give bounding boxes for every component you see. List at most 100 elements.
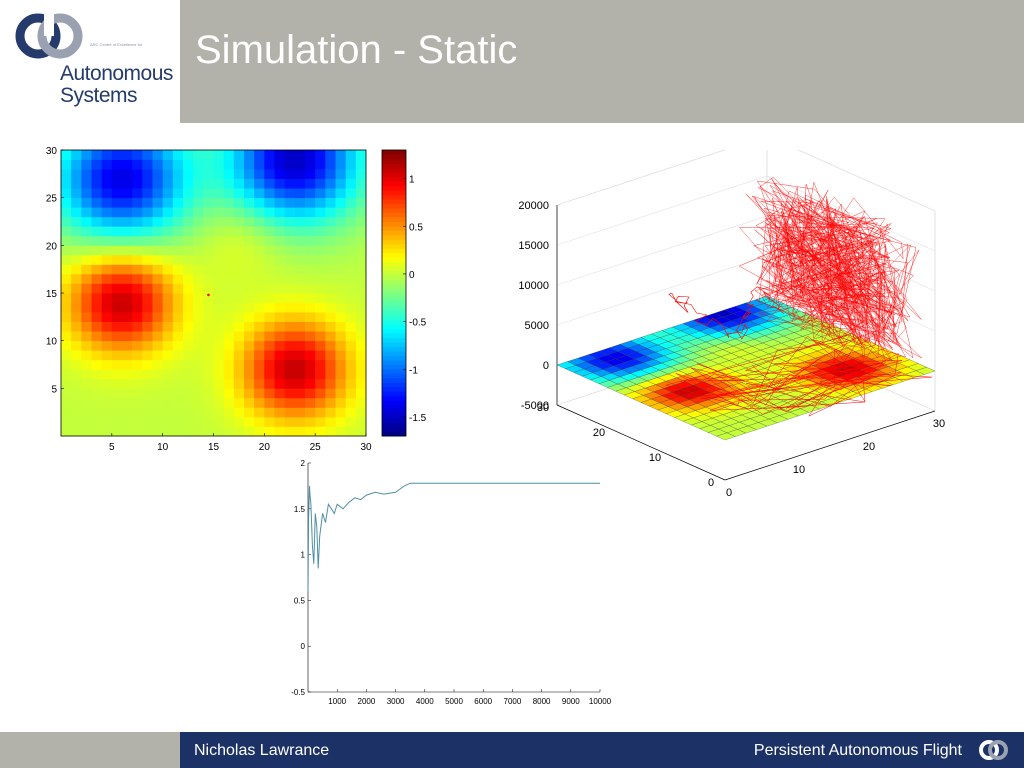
heatmap-cell (233, 150, 245, 160)
heatmap-cell (81, 178, 92, 189)
heatmap-cell (305, 416, 316, 427)
heatmap-cell (81, 369, 92, 380)
heatmap-cell (305, 216, 316, 227)
heatmap-cell (162, 169, 174, 179)
heatmap-cell (213, 388, 225, 399)
heatmap-cell (142, 321, 153, 332)
heatmap-cell (325, 293, 336, 303)
heatmap-cell (193, 188, 204, 199)
heatmap-cell (315, 369, 326, 380)
heatmap-cell (142, 331, 153, 342)
heatmap-cell (274, 293, 286, 303)
colorbar-band (382, 400, 406, 406)
heatmap-cell (213, 216, 225, 227)
heatmap-cell (172, 293, 184, 303)
colorbar-band (382, 368, 406, 374)
heatmap-cell (325, 340, 336, 351)
heatmap-cell (213, 397, 225, 408)
heatmap-cell (183, 369, 194, 380)
colorbar-band (382, 364, 406, 370)
heatmap-cell (325, 216, 336, 227)
heatmap-cell (233, 235, 245, 246)
heatmap-cell (233, 216, 245, 227)
line-xtick-label: 6000 (474, 697, 492, 706)
colorbar-band (382, 199, 406, 205)
heatmap-cell (91, 388, 103, 399)
heatmap-cell (61, 235, 72, 246)
heatmap-cell (213, 302, 225, 313)
heatmap-xtick-label: 20 (259, 442, 271, 453)
heatmap-cell (162, 150, 174, 160)
heatmap-cell (162, 235, 174, 246)
heatmap-cell (81, 302, 92, 313)
heatmap-cell (284, 407, 296, 418)
heatmap-cell (264, 312, 275, 322)
heatmap-cell (335, 331, 347, 342)
heatmap-cell (274, 378, 286, 389)
heatmap-cell (294, 321, 306, 332)
heatmap-cell (325, 235, 336, 246)
heatmap-cell (345, 188, 357, 199)
heatmap-cell (91, 226, 103, 237)
heatmap-cell (172, 188, 184, 199)
heatmap-cell (315, 226, 326, 237)
heatmap-cell (244, 426, 255, 437)
heatmap-cell (294, 169, 306, 179)
heatmap-cell (132, 245, 143, 256)
heatmap-cell (172, 350, 184, 361)
heatmap-cell (305, 350, 316, 361)
heatmap-cell (254, 369, 265, 380)
heatmap-xtick-label: 25 (310, 442, 322, 453)
heatmap-cell (101, 178, 113, 189)
heatmap-cell (213, 159, 225, 170)
heatmap-cell (284, 264, 296, 275)
heatmap-cell (315, 216, 326, 227)
heatmap-cell (264, 216, 275, 227)
heatmap-cell (274, 359, 286, 370)
heatmap-cell (284, 388, 296, 399)
heatmap-cell (111, 216, 123, 227)
heatmap-cell (345, 264, 357, 275)
heatmap-cell (335, 293, 347, 303)
heatmap-cell (244, 207, 255, 218)
footer-talk-title: Persistent Autonomous Flight (753, 742, 962, 759)
heatmap-cell (61, 340, 72, 351)
heatmap-xtick-label: 10 (157, 442, 169, 453)
heatmap-cell (111, 321, 123, 332)
heatmap-cell (132, 188, 143, 199)
heatmap-cell (244, 302, 255, 313)
heatmap-cell (81, 359, 92, 370)
heatmap-ytick-label: 30 (46, 146, 58, 157)
heatmap-cell (172, 245, 184, 256)
heatmap-cell (91, 188, 103, 199)
heatmap-cell (122, 216, 133, 227)
heatmap-cell (213, 245, 225, 256)
heatmap-cell (284, 254, 296, 265)
heatmap-cell (111, 273, 123, 284)
heatmap-cell (111, 159, 123, 170)
heatmap-cell (223, 150, 235, 160)
heatmap-cell (315, 169, 326, 179)
heatmap-cell (162, 159, 174, 170)
logo-area: ARC Centre of Excellence for Autonomous … (0, 0, 180, 123)
colorbar-tick-label: -1 (409, 365, 418, 376)
heatmap-cell (335, 207, 347, 218)
heatmap-cell (81, 321, 92, 332)
heatmap-cell (203, 321, 214, 332)
heatmap-cell (335, 369, 347, 380)
heatmap-cell (132, 416, 143, 427)
heatmap-cell (315, 321, 326, 332)
heatmap-cell (101, 293, 113, 303)
heatmap-cell (335, 397, 347, 408)
heatmap-cell (142, 378, 153, 389)
heatmap-cell (132, 235, 143, 246)
heatmap-cell (244, 245, 255, 256)
heatmap-cell (223, 359, 235, 370)
heatmap-cell (274, 207, 286, 218)
heatmap-cell (233, 283, 245, 294)
heatmap-cell (264, 235, 275, 246)
surface-ztick-label: 15000 (518, 240, 549, 252)
heatmap-cell (213, 321, 225, 332)
heatmap-cell (172, 235, 184, 246)
heatmap-cell (122, 397, 133, 408)
